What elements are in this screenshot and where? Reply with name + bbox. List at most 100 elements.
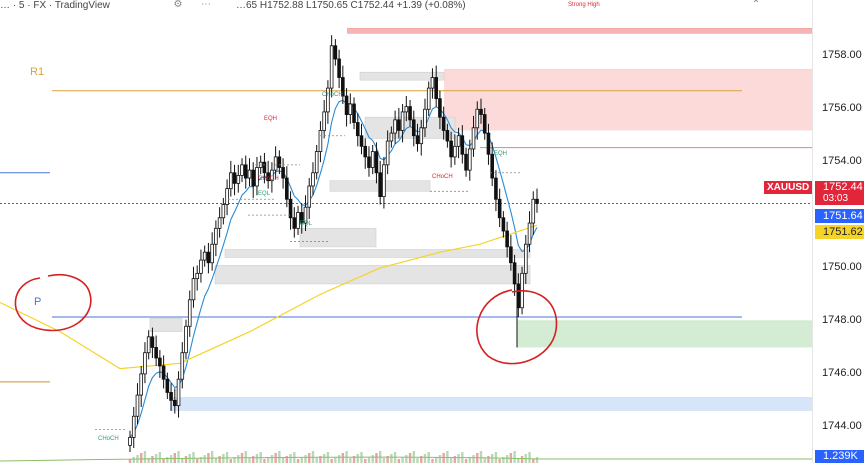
candles-layer [128,35,539,452]
pivot-label-r1: R1 [30,66,45,78]
candle-body [292,217,297,229]
candle [378,160,382,205]
candle-body [150,336,155,348]
candle-body [236,175,241,184]
candle-body [131,415,136,438]
candle-body [367,156,371,168]
eqh-label: EQH [494,151,508,157]
volume-bar [535,457,539,463]
volume-bar [479,451,483,463]
candle-body [277,156,282,168]
volume-bar [158,452,162,463]
volume-bar [397,459,401,463]
candle-body [173,399,177,407]
candle [348,93,353,124]
volume-bar [315,458,318,463]
candle-body [505,230,509,248]
candle [270,162,274,193]
candle [273,146,278,180]
more-icon[interactable]: ⋯ [201,0,211,10]
candle [438,90,442,130]
candle [460,125,465,164]
candle [397,107,401,139]
volume-bar [468,457,471,463]
candle [266,160,270,189]
volume-bar [192,452,195,463]
candle-body [460,135,465,155]
candle [131,406,136,448]
candle [359,123,364,155]
candle-body [318,130,323,153]
volume-ma-line [0,456,812,462]
collapse-icon[interactable]: ⌃ [751,0,761,10]
moving-averages [0,99,538,438]
candle [199,249,203,283]
order-block-box [299,228,377,248]
candle [423,98,427,138]
candle-body [509,246,513,264]
candle [441,106,446,140]
candle [146,330,151,360]
candle [527,211,532,253]
choch-label: CHoCH [258,176,279,182]
candle-body [326,87,330,113]
candle [240,158,244,183]
candle-body [285,177,289,200]
candle [243,155,248,189]
volume-bar [453,456,457,463]
volume-bar [252,456,255,463]
candle [415,123,420,152]
candle-body [471,127,476,150]
candle-body [180,352,185,380]
volume-bar [184,456,188,463]
volume-bar [237,455,240,463]
candle [210,232,214,271]
settings-icon[interactable]: ⚙ [173,0,183,10]
volume-bar [203,455,206,463]
ma-fast-line [129,99,538,438]
volume-bar [416,458,419,463]
candle-body [184,325,188,354]
candle [180,342,185,389]
order-block-box [149,318,183,332]
candle-body [255,167,259,187]
candle [479,98,483,124]
volume-bar [140,453,143,463]
volume-bar [423,454,427,463]
volume-bar [181,458,184,463]
volume-bar [132,457,135,463]
candle [247,158,252,187]
candle-body [214,227,218,245]
candle-body [344,95,349,115]
candle-body [408,106,412,121]
candle [374,142,379,184]
volume-bar [199,457,203,463]
candle-body [527,222,532,245]
candle [311,162,315,196]
supply-zone-top [347,28,812,34]
candle-body [221,204,226,219]
ma-slow-line [0,224,538,370]
candle-body [176,378,181,407]
volume-bar [390,454,393,463]
volume-bar [229,459,233,463]
candle [426,81,431,116]
candle-body [363,145,368,158]
candle-body [456,135,461,147]
candle [337,49,341,89]
candle-body [482,114,487,134]
candle-body [307,185,312,208]
symbol-tag: XAUUSD [764,181,813,194]
candle [449,131,453,168]
candle [445,123,450,148]
candle [434,65,438,107]
candle [333,39,338,66]
candle [501,211,506,238]
candle [523,234,528,284]
order-block-box [224,249,531,258]
volume-bar [434,457,438,463]
candle-body [352,103,356,123]
candle [419,119,424,156]
price-tick-label: 1746.00 [822,366,862,379]
